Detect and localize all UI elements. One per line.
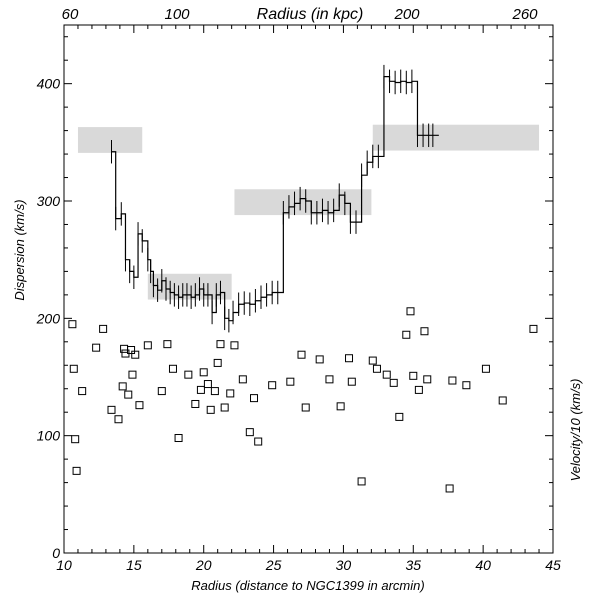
velocity-point [68, 320, 77, 329]
x-tick-label: 35 [405, 557, 421, 573]
velocity-point [345, 354, 354, 363]
velocity-point [357, 477, 366, 486]
velocity-point [71, 435, 80, 444]
y-axis-title: Dispersion (km/s) [12, 199, 27, 300]
velocity-point [250, 394, 259, 403]
y-ticks: 0 100 200 300 400 [36, 36, 553, 561]
velocity-point [191, 399, 200, 408]
velocity-point [406, 307, 415, 316]
velocity-point [131, 350, 140, 359]
y-tick-label: 0 [52, 545, 60, 561]
velocity-point [168, 364, 177, 373]
x-tick-label: 40 [475, 557, 491, 573]
velocity-point [498, 396, 507, 405]
velocity-point [72, 466, 81, 475]
top-x-tick-label: 60 [62, 6, 79, 23]
velocity-point [409, 371, 418, 380]
velocity-point [143, 341, 152, 350]
x-tick-label: 45 [545, 557, 561, 573]
dispersion-bands [77, 124, 540, 300]
velocity-point [157, 387, 166, 396]
x-tick-label: 20 [195, 557, 212, 573]
velocity-point [99, 324, 108, 333]
velocity-points [68, 307, 538, 493]
velocity-point [395, 412, 404, 421]
velocity-point [402, 330, 411, 339]
y-tick-label: 200 [36, 310, 61, 326]
velocity-point [92, 343, 101, 352]
velocity-point [420, 327, 429, 336]
top-x-tick-label: 260 [511, 6, 538, 23]
velocity-point [347, 377, 356, 386]
velocity-point [216, 340, 225, 349]
velocity-point [372, 364, 381, 373]
y-tick-label: 400 [37, 76, 61, 92]
top-x-tick-label: 100 [164, 6, 190, 23]
velocity-point [163, 340, 172, 349]
y-tick-label: 300 [37, 193, 61, 209]
velocity-point [135, 401, 144, 410]
velocity-point [336, 402, 345, 411]
velocity-point [210, 387, 219, 396]
velocity-point [245, 428, 254, 437]
velocity-point [445, 484, 454, 493]
velocity-point [69, 364, 78, 373]
velocity-point [174, 434, 183, 443]
velocity-point [107, 405, 116, 414]
band-0 [77, 127, 143, 153]
plot-border [63, 24, 554, 554]
velocity-point [462, 381, 471, 390]
band-2 [234, 189, 372, 216]
velocity-point [368, 356, 377, 365]
velocity-point [382, 370, 391, 379]
velocity-point [423, 375, 432, 384]
plot-frame [63, 24, 554, 554]
velocity-point [529, 324, 538, 333]
velocity-point [414, 385, 423, 394]
velocity-point [448, 376, 457, 385]
band-3 [372, 124, 540, 151]
velocity-point [199, 368, 208, 377]
velocity-point [254, 437, 263, 446]
velocity-point [238, 375, 247, 384]
velocity-point [184, 370, 193, 379]
velocity-point [226, 389, 235, 398]
velocity-point [230, 341, 239, 350]
top-x-ticks: 60 100 200 260 [62, 6, 539, 23]
top-x-tick-label: 200 [393, 6, 420, 23]
velocity-point [114, 415, 123, 424]
velocity-point [206, 405, 215, 414]
x-tick-label: 15 [126, 557, 142, 573]
x-tick-label: 30 [336, 557, 352, 573]
velocity-point [124, 390, 133, 399]
right-y-axis-title: Velocity/10 (km/s) [568, 379, 583, 482]
dispersion-profile [111, 64, 439, 333]
x-axis-title: Radius (distance to NGC1399 in arcmin) [191, 578, 424, 593]
velocity-point [268, 381, 277, 390]
velocity-point [297, 350, 306, 359]
velocity-point [389, 378, 398, 387]
velocity-point [481, 364, 490, 373]
velocity-point [127, 346, 136, 355]
velocity-point [220, 403, 229, 412]
velocity-point [325, 375, 334, 384]
x-tick-label: 10 [56, 557, 72, 573]
band-1 [147, 273, 232, 300]
velocity-point [196, 385, 205, 394]
x-tick-label: 25 [265, 557, 282, 573]
velocity-point [213, 358, 222, 367]
y-tick-label: 100 [37, 428, 61, 444]
velocity-point [301, 403, 310, 412]
velocity-point [118, 382, 127, 391]
velocity-point [78, 387, 87, 396]
x-ticks: 10 15 20 25 30 35 40 45 [56, 25, 561, 573]
velocity-point [128, 370, 137, 379]
velocity-point [203, 380, 212, 389]
top-axis-title: Radius (in kpc) [257, 6, 364, 23]
velocity-point [286, 377, 295, 386]
velocity-point [315, 355, 324, 364]
